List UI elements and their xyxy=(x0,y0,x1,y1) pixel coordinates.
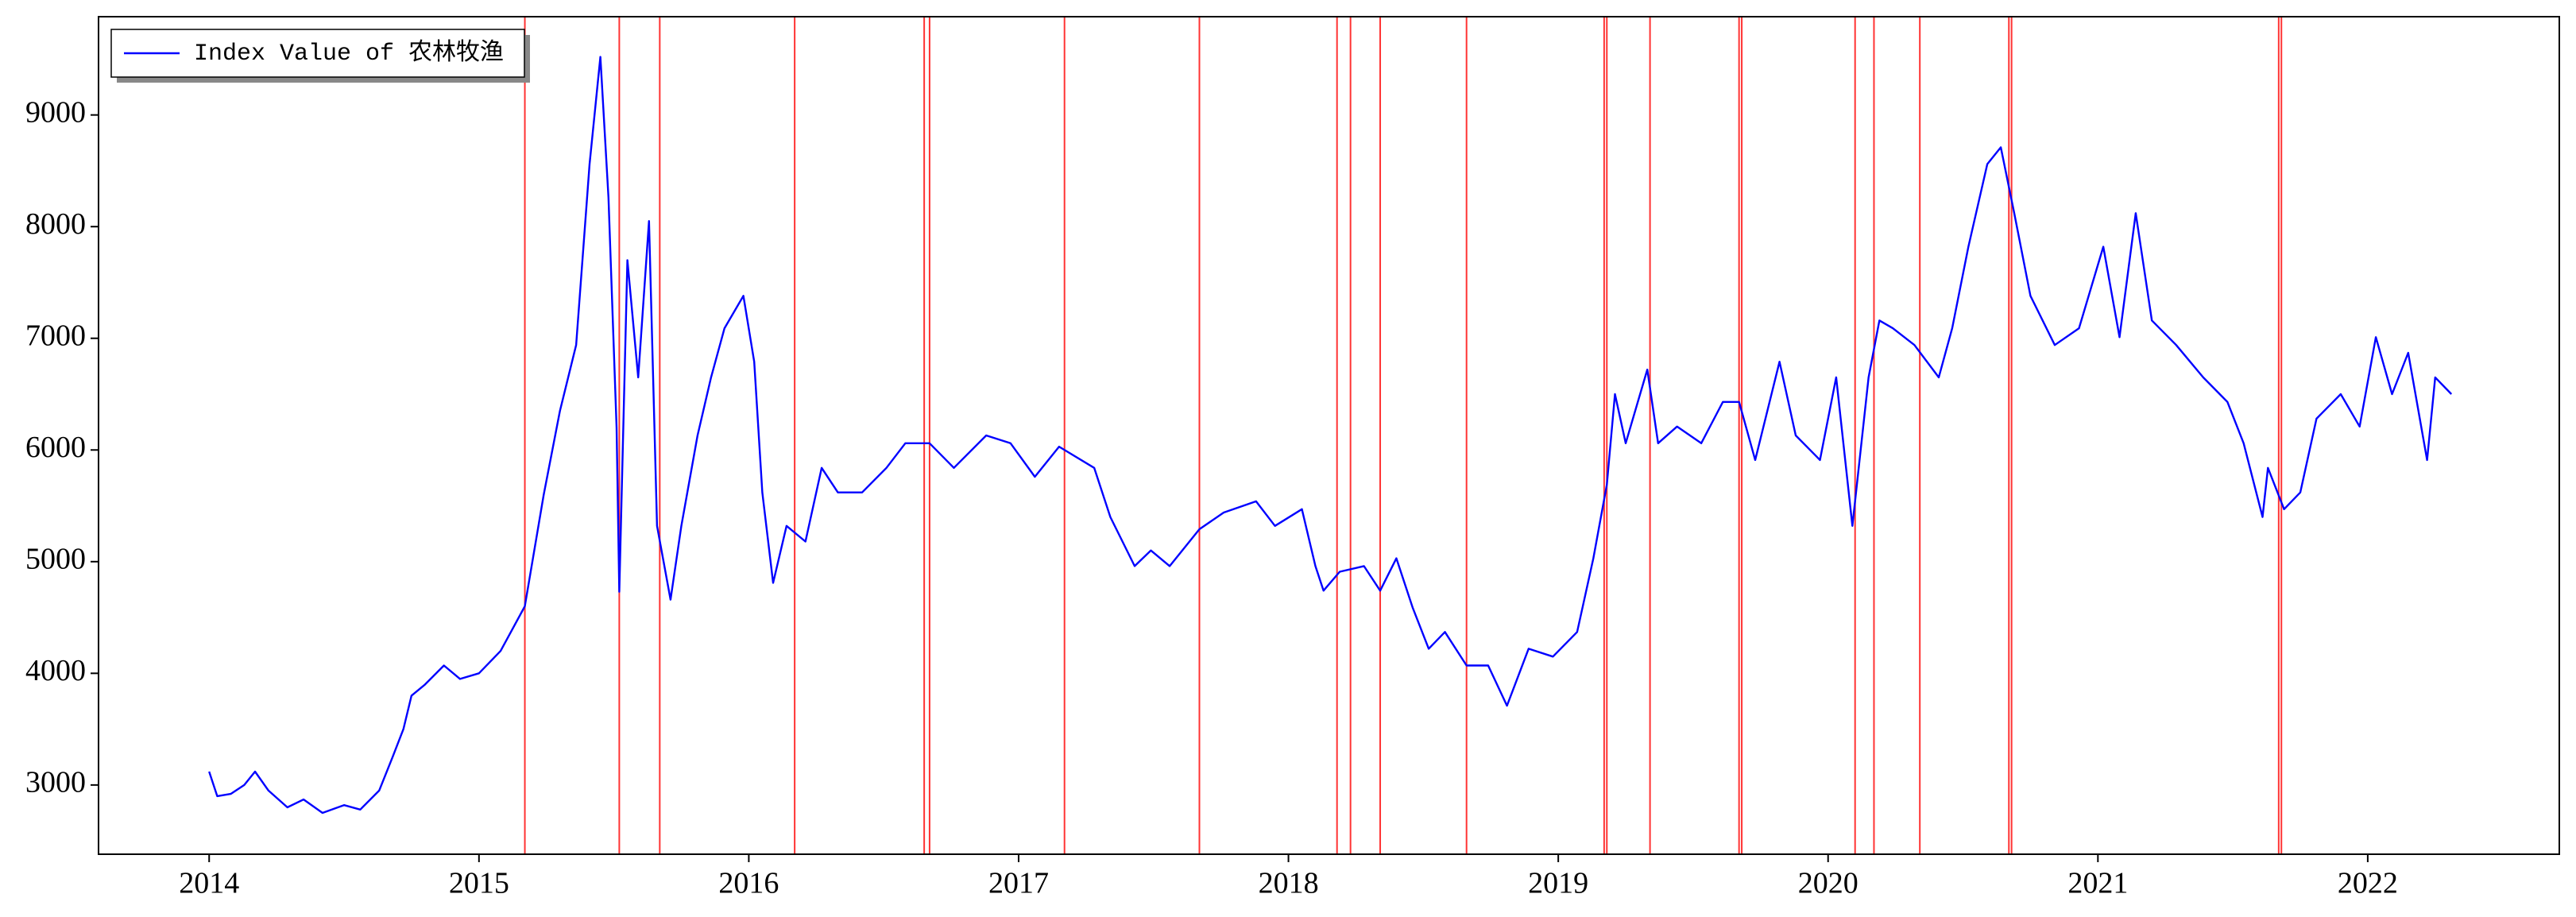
x-tick-label: 2019 xyxy=(1528,867,1588,900)
legend-label: Index Value of 农林牧渔 xyxy=(194,39,504,68)
y-tick-label: 8000 xyxy=(25,207,86,241)
x-tick-label: 2018 xyxy=(1259,867,1319,900)
x-tick-label: 2016 xyxy=(718,867,779,900)
x-tick-label: 2017 xyxy=(988,867,1049,900)
legend-box xyxy=(110,29,525,78)
x-tick-label: 2015 xyxy=(449,867,509,900)
plot-frame xyxy=(98,16,2560,855)
y-tick-label: 5000 xyxy=(25,543,86,576)
x-tick-label: 2022 xyxy=(2338,867,2398,900)
data-line xyxy=(208,56,2453,814)
x-tick-label: 2020 xyxy=(1798,867,1859,900)
x-tick-label: 2014 xyxy=(179,867,239,900)
y-tick-label: 3000 xyxy=(25,766,86,799)
y-tick-label: 6000 xyxy=(25,431,86,464)
legend: Index Value of 农林牧渔 xyxy=(110,29,530,83)
y-tick-label: 9000 xyxy=(25,95,86,129)
y-tick-label: 4000 xyxy=(25,654,86,687)
y-tick-label: 7000 xyxy=(25,319,86,352)
x-tick-label: 2021 xyxy=(2067,867,2128,900)
